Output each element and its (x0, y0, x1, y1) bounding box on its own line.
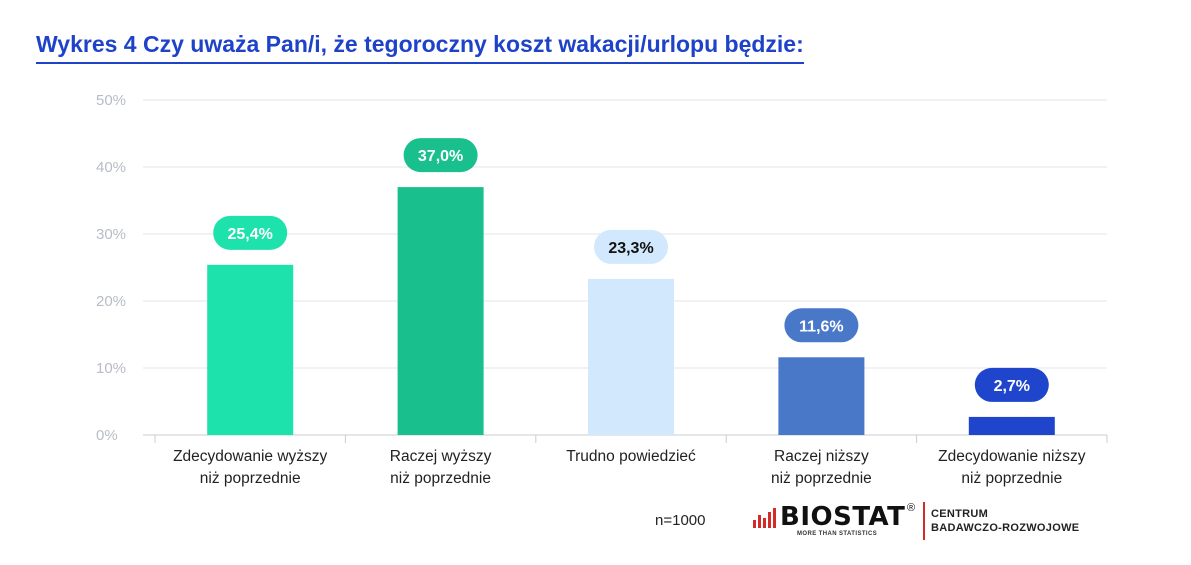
logo-tagline: MORE THAN STATISTICS (797, 531, 878, 537)
logo-unit-line1: CENTRUM (931, 508, 989, 520)
value-label-pill (403, 138, 478, 173)
logo-unit-line2: BADAWCZO-ROZWOJOWE (931, 522, 1080, 534)
y-tick-label: 30% (96, 226, 126, 243)
y-tick-label: 0% (96, 427, 118, 444)
value-label-pill (974, 367, 1049, 402)
x-tick-label: Raczej niższy (774, 448, 869, 465)
value-label-pill (594, 229, 668, 264)
data-label: 25,4% (228, 226, 273, 243)
bar (207, 264, 294, 435)
y-tick-label: 20% (96, 293, 126, 310)
bar-chart-logo-icon (753, 508, 776, 528)
y-tick-label: 40% (96, 159, 126, 176)
x-tick-label: niż poprzednie (961, 470, 1062, 487)
x-tick-label: niż poprzednie (390, 470, 491, 487)
bar (968, 416, 1055, 435)
x-tick-label: Raczej wyższy (390, 448, 492, 465)
x-tick-label: niż poprzednie (200, 470, 301, 487)
bar (588, 278, 674, 435)
x-tick-label: Zdecydowanie niższy (938, 448, 1086, 465)
bar (397, 187, 484, 435)
logo-divider (923, 502, 925, 540)
biostat-logo: BIOSTAT ® MORE THAN STATISTICS CENTRUM B… (750, 500, 1095, 545)
x-tick-label: Zdecydowanie wyższy (173, 448, 327, 465)
x-tick-label: Trudno powiedzieć (566, 448, 696, 465)
x-tick-label: niż poprzednie (771, 470, 872, 487)
bar (778, 357, 865, 435)
logo-wordmark: BIOSTAT (780, 502, 906, 532)
sample-size-note: n=1000 (655, 512, 706, 529)
value-label-pill (213, 215, 288, 250)
value-label-pill (784, 308, 859, 343)
y-tick-label: 10% (96, 360, 126, 377)
y-tick-label: 50% (96, 92, 126, 109)
data-label: 2,7% (994, 378, 1030, 395)
registered-mark: ® (907, 502, 916, 514)
data-label: 37,0% (418, 148, 463, 165)
data-label: 11,6% (799, 318, 843, 335)
data-label: 23,3% (608, 240, 653, 257)
chart-title: Wykres 4 Czy uważa Pan/i, że tegoroczny … (36, 30, 804, 64)
